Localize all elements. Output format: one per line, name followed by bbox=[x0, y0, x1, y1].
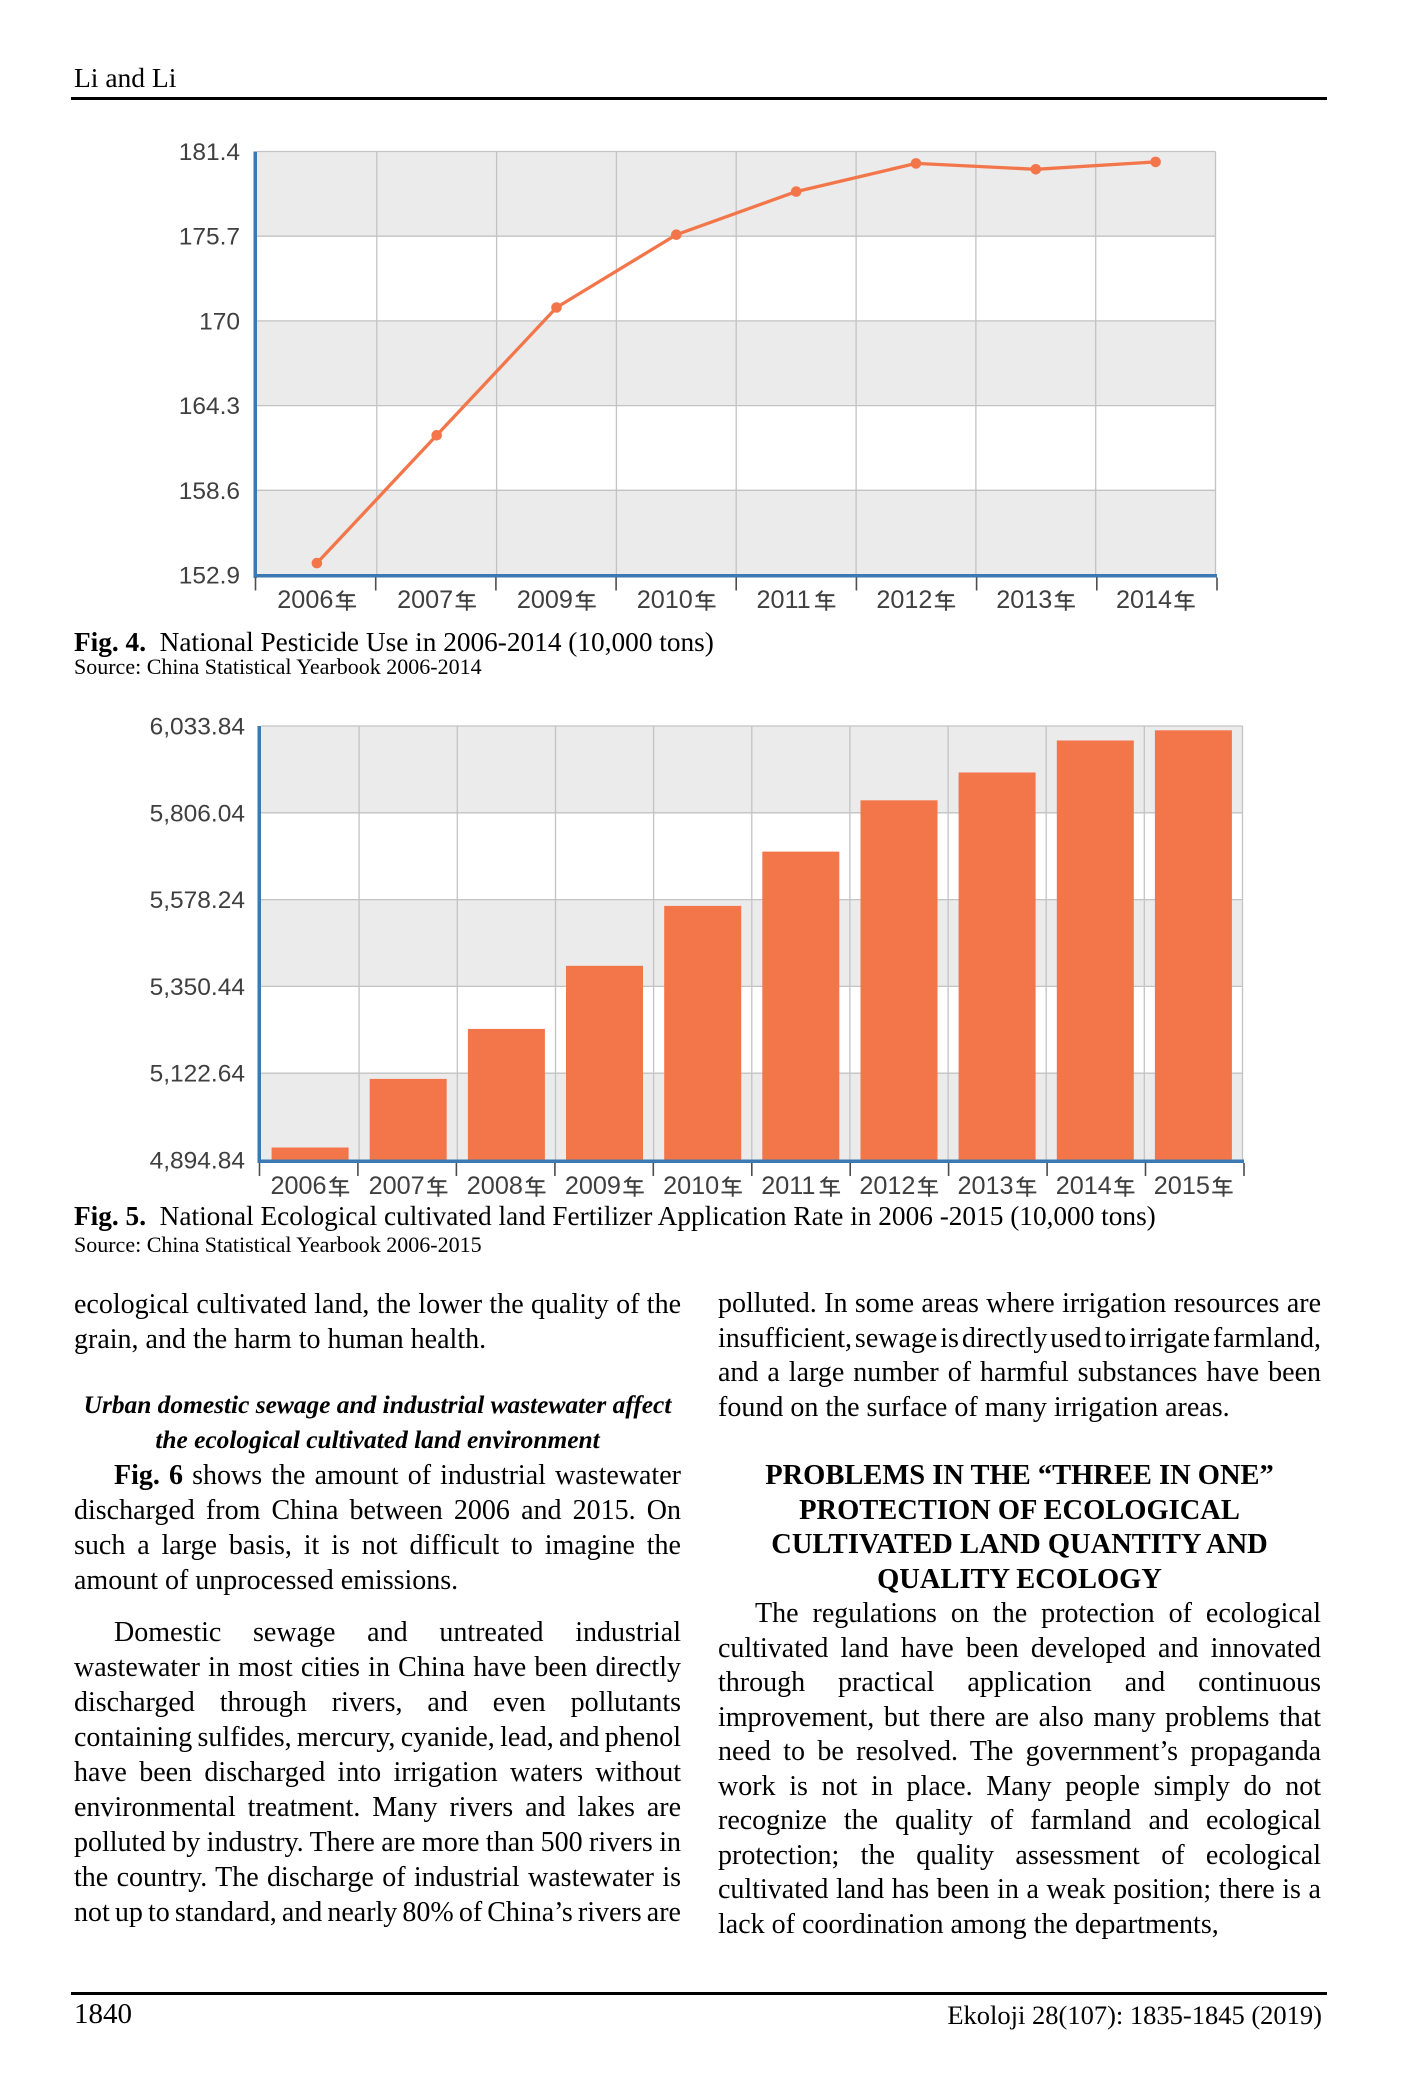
svg-text:2013: 2013 bbox=[958, 1172, 1014, 1200]
svg-text:2010: 2010 bbox=[637, 586, 693, 614]
svg-text:2014: 2014 bbox=[1056, 1172, 1112, 1200]
svg-text:2006: 2006 bbox=[271, 1172, 327, 1200]
svg-text:170: 170 bbox=[199, 308, 240, 335]
svg-text:2009: 2009 bbox=[517, 586, 573, 614]
svg-text:4,894.84: 4,894.84 bbox=[150, 1148, 245, 1175]
svg-text:175.7: 175.7 bbox=[179, 224, 240, 251]
svg-text:2009: 2009 bbox=[565, 1172, 621, 1200]
svg-text:5,578.24: 5,578.24 bbox=[150, 887, 245, 914]
svg-text:2008: 2008 bbox=[467, 1172, 523, 1200]
svg-text:2007: 2007 bbox=[397, 586, 453, 614]
svg-text:2011: 2011 bbox=[757, 586, 811, 614]
svg-text:2010: 2010 bbox=[663, 1172, 719, 1200]
svg-text:2007: 2007 bbox=[369, 1172, 425, 1200]
svg-text:5,806.04: 5,806.04 bbox=[150, 800, 245, 827]
svg-text:181.4: 181.4 bbox=[179, 139, 240, 166]
svg-text:5,122.64: 5,122.64 bbox=[150, 1061, 245, 1088]
svg-text:2012: 2012 bbox=[859, 1172, 915, 1200]
svg-text:2006: 2006 bbox=[277, 586, 333, 614]
svg-text:152.9: 152.9 bbox=[179, 563, 240, 590]
svg-text:6,033.84: 6,033.84 bbox=[150, 714, 245, 741]
svg-text:2011: 2011 bbox=[761, 1172, 815, 1200]
svg-text:164.3: 164.3 bbox=[179, 393, 240, 420]
svg-text:2013: 2013 bbox=[996, 586, 1052, 614]
svg-text:2014: 2014 bbox=[1116, 586, 1172, 614]
svg-text:2015: 2015 bbox=[1154, 1172, 1210, 1200]
svg-text:158.6: 158.6 bbox=[179, 478, 240, 505]
svg-text:2012: 2012 bbox=[876, 586, 932, 614]
svg-text:5,350.44: 5,350.44 bbox=[150, 974, 245, 1001]
